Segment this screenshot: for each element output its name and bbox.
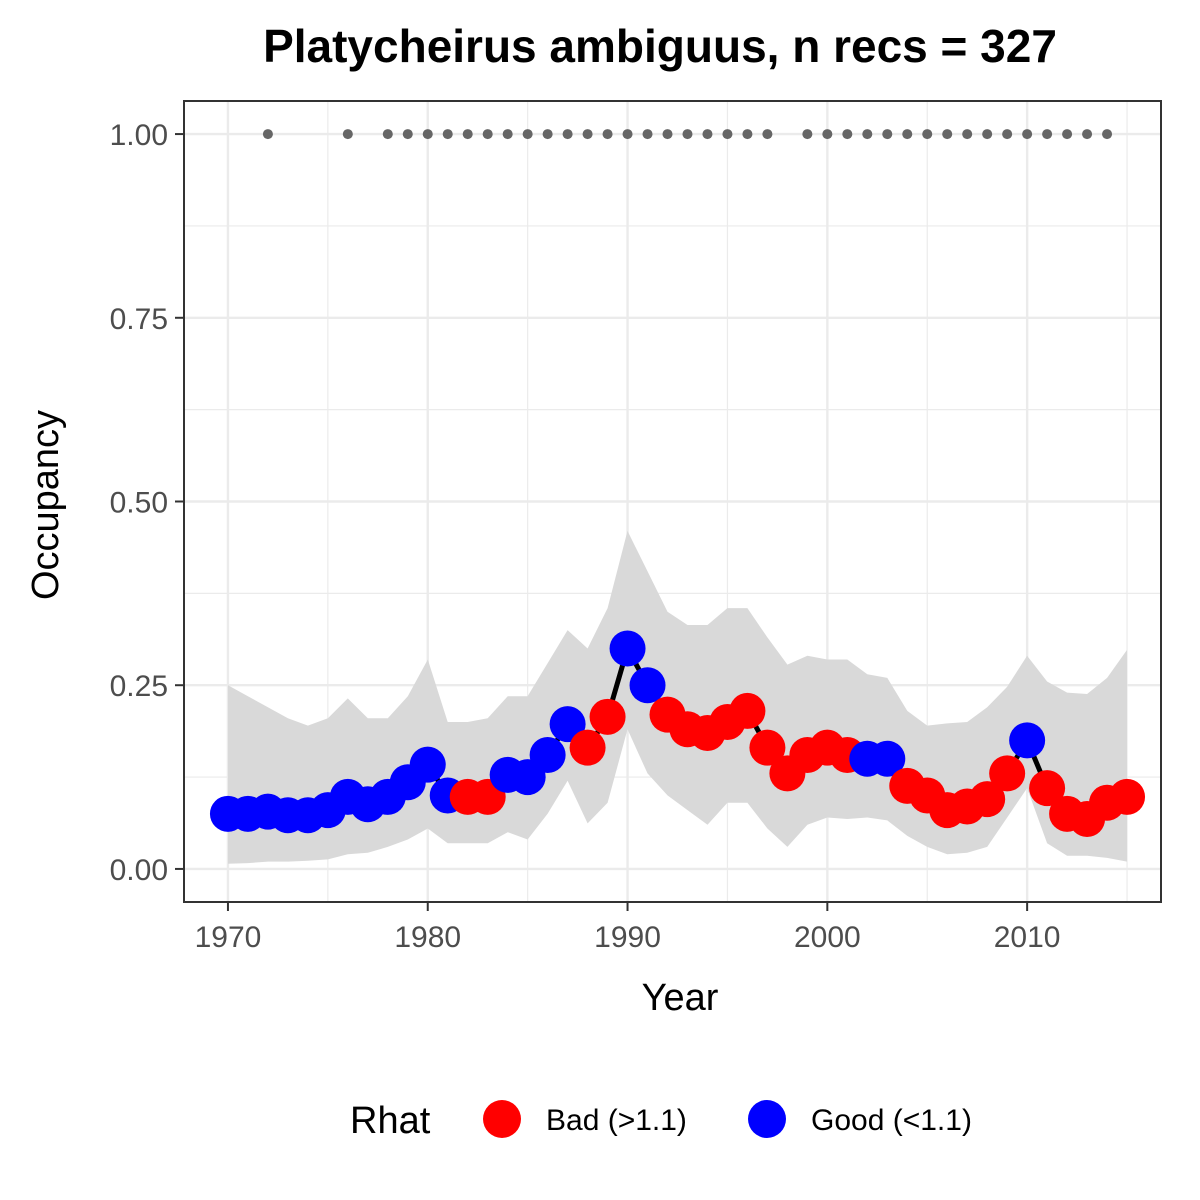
y-tick-label: 0.75 xyxy=(110,303,168,336)
record-dot xyxy=(622,129,633,140)
data-point-good xyxy=(409,746,446,783)
record-dot xyxy=(582,129,593,140)
record-dot xyxy=(762,129,773,140)
record-dot xyxy=(962,129,973,140)
y-axis: 0.00 0.25 0.50 0.75 1.00 xyxy=(110,119,184,887)
data-point-bad xyxy=(989,755,1026,792)
record-dots-layer xyxy=(262,129,1113,140)
record-dot xyxy=(682,129,693,140)
occupancy-points-layer xyxy=(209,630,1146,837)
legend-label-good: Good (<1.1) xyxy=(811,1104,972,1137)
data-point-good xyxy=(609,630,646,667)
record-dot xyxy=(1082,129,1093,140)
x-axis: 1970 1980 1990 2000 2010 xyxy=(195,902,1061,954)
data-point-bad xyxy=(569,729,606,766)
record-dot xyxy=(1022,129,1033,140)
plot-panel xyxy=(183,100,1162,903)
data-point-good xyxy=(629,667,666,704)
x-tick-label: 1970 xyxy=(195,921,262,954)
record-dot xyxy=(522,129,533,140)
legend-key-good xyxy=(748,1100,786,1138)
legend-title: Rhat xyxy=(350,1100,431,1142)
data-point-bad xyxy=(1029,770,1066,807)
record-dot xyxy=(802,129,813,140)
y-tick-label: 0.25 xyxy=(110,670,168,703)
record-dot xyxy=(402,129,413,140)
record-dot xyxy=(342,129,353,140)
legend-label-bad: Bad (>1.1) xyxy=(546,1104,687,1137)
data-point-bad xyxy=(589,698,626,735)
record-dot xyxy=(742,129,753,140)
x-tick-label: 2010 xyxy=(994,921,1061,954)
record-dot xyxy=(702,129,713,140)
data-point-good xyxy=(549,706,586,743)
chart-title: Platycheirus ambiguus, n recs = 327 xyxy=(263,20,1057,72)
record-dot xyxy=(462,129,473,140)
data-point-bad xyxy=(1109,778,1146,815)
record-dot xyxy=(822,129,833,140)
legend: Rhat Bad (>1.1) Good (<1.1) xyxy=(350,1100,972,1142)
record-dot xyxy=(662,129,673,140)
data-point-bad xyxy=(729,692,766,729)
record-dot xyxy=(722,129,733,140)
data-point-good xyxy=(529,737,566,774)
x-axis-title: Year xyxy=(642,977,719,1019)
record-dot xyxy=(982,129,993,140)
record-dot xyxy=(422,129,433,140)
record-dot xyxy=(542,129,553,140)
data-point-good xyxy=(1009,722,1046,759)
record-dot xyxy=(902,129,913,140)
x-tick-label: 1990 xyxy=(594,921,661,954)
record-dot xyxy=(1062,129,1073,140)
record-dot xyxy=(382,129,393,140)
record-dot xyxy=(942,129,953,140)
data-point-bad xyxy=(749,729,786,766)
data-point-good xyxy=(869,740,906,777)
data-point-bad xyxy=(969,781,1006,818)
x-tick-label: 1980 xyxy=(394,921,461,954)
record-dot xyxy=(442,129,453,140)
y-axis-title: Occupancy xyxy=(25,410,67,600)
record-dot xyxy=(1002,129,1013,140)
record-dot xyxy=(642,129,653,140)
y-tick-label: 0.50 xyxy=(110,487,168,520)
record-dot xyxy=(1102,129,1113,140)
record-dot xyxy=(482,129,493,140)
record-dot xyxy=(602,129,613,140)
x-tick-label: 2000 xyxy=(794,921,861,954)
record-dot xyxy=(922,129,933,140)
record-dot xyxy=(862,129,873,140)
legend-key-bad xyxy=(483,1100,521,1138)
record-dot xyxy=(882,129,893,140)
record-dot xyxy=(262,129,273,140)
record-dot xyxy=(1042,129,1053,140)
record-dot xyxy=(562,129,573,140)
y-tick-label: 0.00 xyxy=(110,854,168,887)
record-dot xyxy=(842,129,853,140)
y-tick-label: 1.00 xyxy=(110,119,168,152)
record-dot xyxy=(502,129,513,140)
